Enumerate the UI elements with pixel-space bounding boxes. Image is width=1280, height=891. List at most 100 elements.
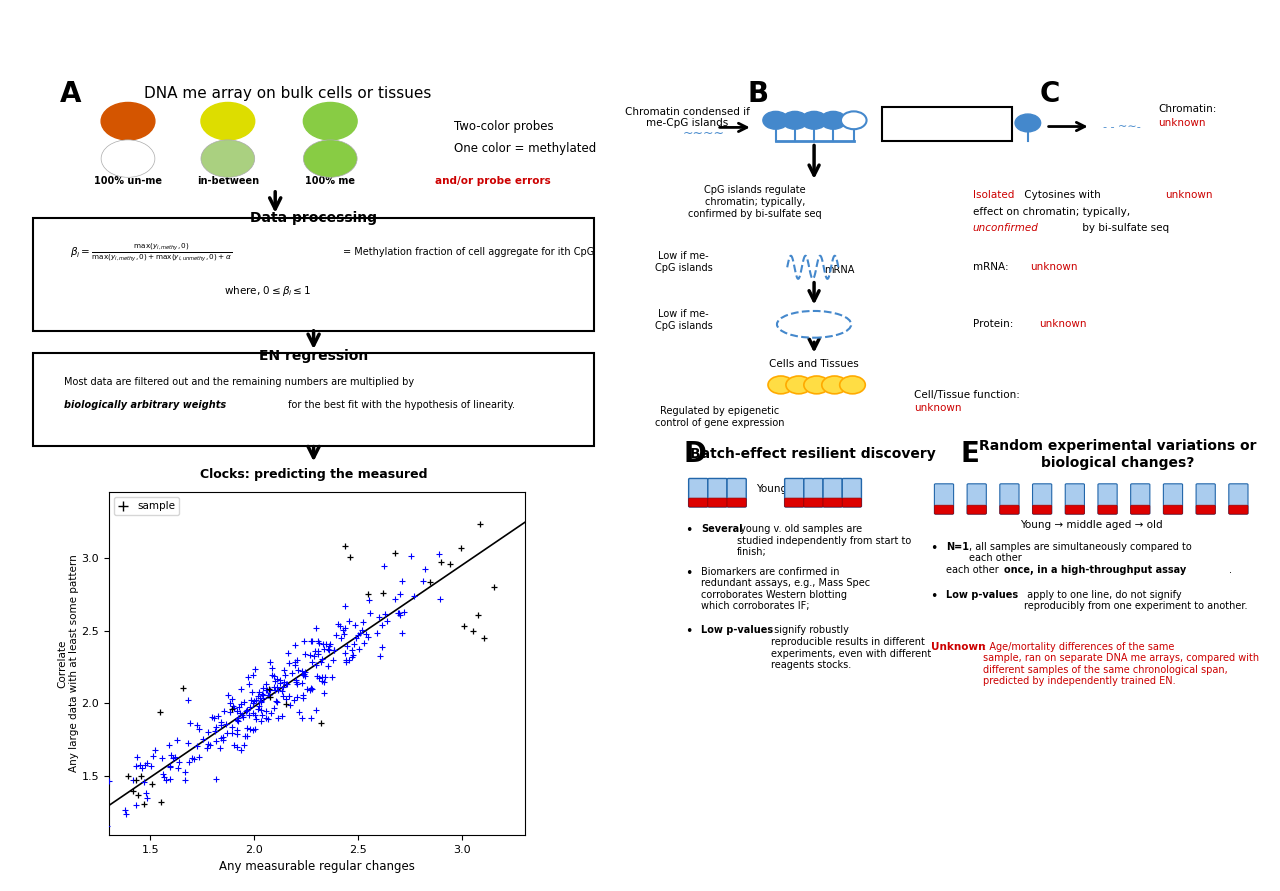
Text: Clocks: predicting the measured: Clocks: predicting the measured bbox=[200, 468, 428, 480]
Point bbox=[256, 704, 276, 718]
Text: Young v. Old: Young v. Old bbox=[756, 484, 820, 495]
Text: Several: Several bbox=[701, 524, 744, 534]
Point bbox=[179, 755, 200, 769]
Point bbox=[197, 737, 218, 751]
Point bbox=[324, 642, 344, 657]
Point bbox=[335, 600, 356, 614]
Point bbox=[227, 723, 247, 737]
Point bbox=[247, 701, 268, 715]
Point bbox=[137, 790, 157, 805]
Text: Cell/Tissue function:: Cell/Tissue function: bbox=[914, 389, 1020, 400]
Text: E: E bbox=[961, 440, 979, 469]
Point bbox=[375, 607, 396, 621]
FancyBboxPatch shape bbox=[1065, 484, 1084, 514]
Ellipse shape bbox=[777, 311, 851, 338]
Point bbox=[462, 624, 483, 638]
Point bbox=[264, 668, 284, 683]
Point bbox=[246, 693, 266, 707]
FancyBboxPatch shape bbox=[804, 478, 823, 507]
Point bbox=[187, 718, 207, 732]
Point bbox=[344, 637, 365, 651]
Text: each other: each other bbox=[946, 565, 1002, 575]
Circle shape bbox=[820, 111, 846, 129]
Circle shape bbox=[303, 140, 357, 177]
Point bbox=[390, 609, 411, 623]
Point bbox=[123, 772, 143, 787]
Circle shape bbox=[786, 376, 812, 394]
Point bbox=[252, 688, 273, 702]
Point bbox=[243, 696, 264, 710]
Point bbox=[311, 670, 332, 684]
Point bbox=[317, 642, 338, 656]
Point bbox=[264, 680, 284, 694]
Text: A: A bbox=[60, 79, 81, 108]
Point bbox=[228, 711, 248, 725]
Text: Young → middle aged → old: Young → middle aged → old bbox=[1020, 519, 1164, 530]
Point bbox=[242, 684, 262, 699]
Point bbox=[273, 680, 293, 694]
Circle shape bbox=[841, 111, 867, 129]
Point bbox=[160, 772, 180, 787]
Point bbox=[211, 715, 232, 729]
Point bbox=[370, 649, 390, 663]
Point bbox=[296, 669, 316, 683]
Point bbox=[348, 642, 369, 656]
Point bbox=[224, 738, 244, 752]
Point bbox=[371, 640, 392, 654]
Text: Unknown: Unknown bbox=[931, 642, 986, 651]
Text: apply to one line, do not signify
reproducibly from one experiment to another.: apply to one line, do not signify reprod… bbox=[1024, 590, 1248, 611]
Point bbox=[275, 697, 296, 711]
Point bbox=[189, 750, 210, 764]
Point bbox=[237, 730, 257, 744]
Point bbox=[159, 758, 179, 772]
FancyBboxPatch shape bbox=[1164, 484, 1183, 514]
Point bbox=[284, 654, 305, 668]
Point bbox=[451, 541, 471, 555]
Text: , all samples are simultaneously compared to
each other: , all samples are simultaneously compare… bbox=[969, 542, 1192, 563]
Point bbox=[337, 639, 357, 653]
Point bbox=[342, 650, 362, 665]
Point bbox=[206, 720, 227, 734]
Point bbox=[335, 652, 356, 666]
Point bbox=[306, 658, 326, 672]
Legend: sample: sample bbox=[114, 497, 179, 515]
Point bbox=[227, 713, 247, 727]
FancyBboxPatch shape bbox=[1130, 484, 1149, 514]
Point bbox=[237, 703, 257, 717]
Point bbox=[131, 768, 151, 782]
Point bbox=[214, 730, 234, 744]
Point bbox=[238, 669, 259, 683]
FancyBboxPatch shape bbox=[785, 478, 804, 507]
Point bbox=[173, 681, 193, 695]
Circle shape bbox=[101, 140, 155, 177]
Point bbox=[389, 606, 410, 620]
Text: unknown: unknown bbox=[1039, 319, 1087, 330]
Point bbox=[294, 665, 315, 679]
Point bbox=[326, 627, 347, 642]
Point bbox=[306, 668, 326, 683]
Text: 100% un-me: 100% un-me bbox=[93, 176, 163, 186]
Point bbox=[244, 722, 265, 736]
Point bbox=[303, 649, 324, 663]
Point bbox=[251, 715, 271, 729]
Point bbox=[285, 638, 306, 652]
Point bbox=[430, 592, 451, 606]
Circle shape bbox=[768, 376, 794, 394]
Point bbox=[259, 689, 279, 703]
Text: unconfirmed: unconfirmed bbox=[973, 223, 1038, 233]
Point bbox=[352, 623, 372, 637]
Point bbox=[260, 690, 280, 704]
Point bbox=[412, 574, 433, 588]
Point bbox=[150, 705, 170, 719]
FancyBboxPatch shape bbox=[33, 218, 594, 331]
Point bbox=[328, 617, 348, 631]
Point bbox=[429, 546, 449, 560]
Point bbox=[314, 642, 334, 657]
FancyBboxPatch shape bbox=[689, 498, 708, 507]
Text: Cells and Tissues: Cells and Tissues bbox=[769, 358, 859, 369]
FancyBboxPatch shape bbox=[968, 484, 987, 514]
Text: mRNA:: mRNA: bbox=[973, 262, 1011, 273]
Point bbox=[316, 637, 337, 651]
Point bbox=[311, 674, 332, 689]
Point bbox=[227, 704, 247, 718]
